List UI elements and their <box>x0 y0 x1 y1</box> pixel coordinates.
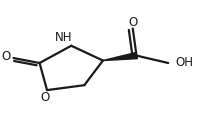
Text: O: O <box>128 16 137 29</box>
Text: NH: NH <box>55 31 72 44</box>
Polygon shape <box>103 53 137 60</box>
Text: O: O <box>41 91 50 104</box>
Text: OH: OH <box>176 56 194 70</box>
Text: O: O <box>1 50 11 63</box>
